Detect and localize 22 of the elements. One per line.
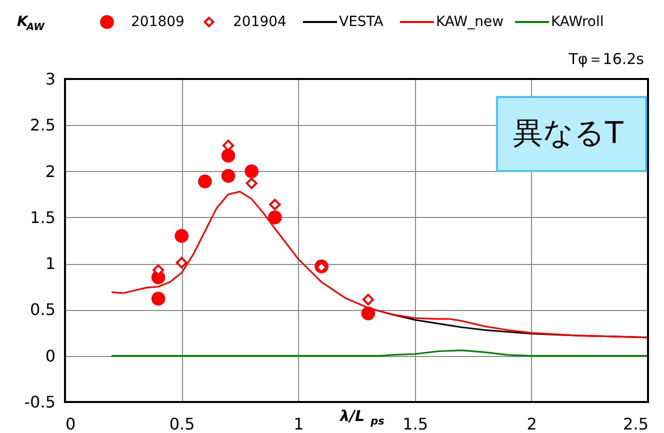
legend-label: KAWroll xyxy=(551,14,604,30)
text: Tφ＝16.2s xyxy=(568,50,644,68)
y-tick-label: -0.5 xyxy=(24,392,56,412)
y-tick-label: 0 xyxy=(45,346,56,366)
y-tick-label: 1 xyxy=(45,254,56,274)
legend-label: 201904 xyxy=(233,14,287,30)
legend-label: VESTA xyxy=(339,14,384,30)
x-tick-label: 2 xyxy=(526,414,537,433)
legend-label: KAW_new xyxy=(436,14,504,30)
y-tick-label: 2 xyxy=(45,162,56,181)
legend-label: 201809 xyxy=(131,14,184,30)
x-tick-label: 1 xyxy=(294,414,304,433)
x-tick-label: 1.5 xyxy=(402,414,428,433)
y-tick-label: 1.5 xyxy=(30,208,56,227)
x-tick-label: 0 xyxy=(66,414,76,433)
x-tick-label: 2.5 xyxy=(623,414,648,433)
y-tick-label: 3 xyxy=(45,70,56,88)
x-tick-label: 0.5 xyxy=(169,414,195,433)
y-tick-label: 2.5 xyxy=(30,116,56,135)
annotation: 異なるT xyxy=(513,116,624,151)
line-series xyxy=(110,190,649,338)
y-tick-label: 0.5 xyxy=(30,300,56,320)
